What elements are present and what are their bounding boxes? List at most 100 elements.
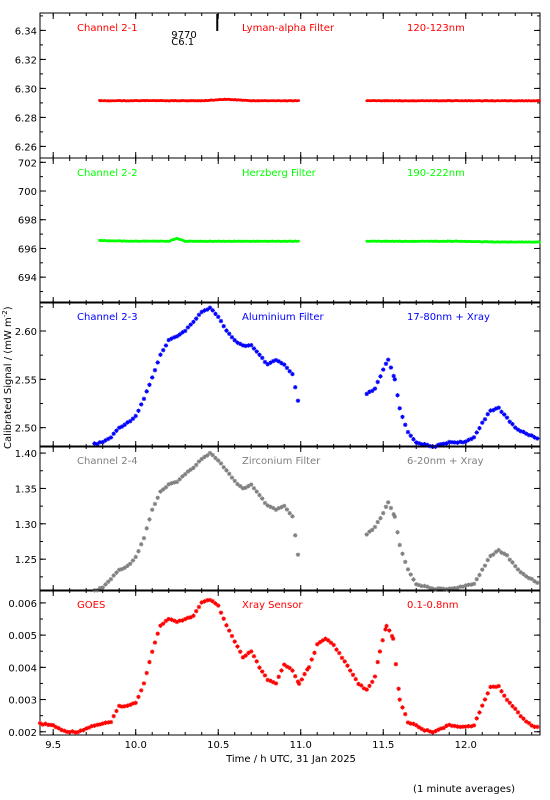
data-point [254,489,259,494]
panel-filter-label: Aluminium Filter [242,312,325,323]
data-point [507,419,512,424]
y-tick-label: 1.25 [15,555,37,566]
data-series-ch24 [92,450,540,593]
data-point [370,527,375,533]
data-point [268,678,273,684]
footnote: (1 minute averages) [413,784,515,795]
data-point [309,657,314,662]
data-point [161,621,166,626]
data-point [416,582,422,588]
data-point [388,505,394,511]
data-point [205,307,210,312]
data-point [51,723,56,728]
data-point [89,723,94,729]
data-point [419,442,424,447]
data-point [367,389,372,395]
data-point [128,702,133,708]
data-point [224,328,229,333]
data-point [524,719,529,724]
data-point [136,408,141,413]
data-point [114,570,119,575]
data-point [444,723,449,729]
y-tick-label: 0.002 [8,728,37,739]
data-point [147,659,152,665]
data-point [207,450,213,456]
data-point [416,725,422,730]
data-point [163,343,169,348]
data-point [521,716,526,721]
data-point [147,382,152,388]
data-point [213,455,218,461]
data-point [276,359,281,364]
data-point [117,425,122,430]
data-point [419,726,424,732]
panel-channel-label: Channel 2-2 [77,168,138,179]
data-point [84,726,89,731]
data-point [381,510,386,516]
data-point [312,650,317,656]
data-point [499,550,504,555]
data-point [238,649,243,654]
data-point [488,684,493,690]
data-point [271,680,276,685]
data-point [433,587,438,592]
data-point [466,724,471,729]
data-point [397,542,402,548]
data-point [177,618,182,623]
plot-frame [39,157,541,304]
data-point [141,681,147,686]
y-tick-label: 1.30 [15,520,37,531]
data-point [111,573,116,578]
data-point [529,576,534,582]
y-axis-title-end: ) [3,306,14,310]
data-point [438,726,444,731]
data-point [174,619,180,625]
data-point [185,469,191,474]
data-point [210,308,215,313]
data-point [117,567,122,573]
data-point [172,618,177,623]
data-point [95,722,100,728]
data-point [444,441,449,446]
data-point [427,585,433,591]
data-point [276,505,281,511]
data-point [265,503,270,508]
y-tick-label: 0.005 [8,631,37,642]
data-point [205,598,210,603]
data-point [400,551,405,556]
data-point [166,482,171,487]
data-point [488,553,493,559]
data-point [317,640,323,645]
data-point [482,563,488,568]
data-point [504,415,510,420]
data-point [526,720,532,726]
data-point [334,647,339,652]
plot-frame [39,445,541,592]
data-point [161,347,166,353]
data-point [411,721,416,727]
data-point [141,396,147,402]
data-point [290,371,295,377]
data-point [235,644,240,649]
data-point [240,343,246,348]
data-point [518,429,523,434]
data-point [210,452,215,458]
data-point [477,425,482,431]
data-point [260,496,265,501]
data-point [78,728,83,733]
data-point [466,437,471,443]
data-point [246,343,251,348]
data-point [235,481,240,487]
data-point [491,684,496,689]
data-point [370,388,375,394]
data-point [218,461,224,466]
panel-band-label: 0.1-0.8nm [407,600,459,611]
data-point [377,649,383,654]
data-point [491,407,496,413]
data-point [224,623,229,628]
data-point [302,671,307,677]
data-point [295,679,301,684]
data-point [238,483,243,489]
data-point [290,668,295,673]
data-point [174,334,180,339]
